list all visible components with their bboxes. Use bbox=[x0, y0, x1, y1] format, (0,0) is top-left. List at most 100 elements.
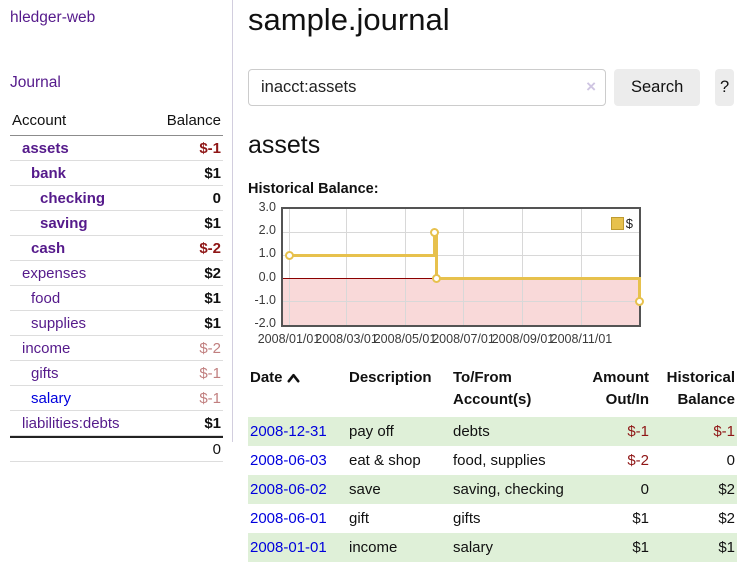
sidebar-account-expenses[interactable]: expenses bbox=[22, 264, 87, 282]
chart-legend: $ bbox=[610, 216, 633, 231]
sidebar-divider bbox=[232, 0, 233, 442]
transaction-date-link[interactable]: 2008-01-01 bbox=[250, 538, 327, 556]
account-balance: $-1 bbox=[199, 364, 221, 382]
transaction-accounts: food, supplies bbox=[453, 451, 546, 469]
sidebar-item-journal[interactable]: Journal bbox=[10, 74, 61, 91]
account-balance: $1 bbox=[204, 289, 221, 307]
historical-balance-label: Historical Balance: bbox=[248, 181, 379, 197]
data-point-marker bbox=[432, 274, 442, 284]
account-balance: $-1 bbox=[199, 389, 221, 407]
series-segment bbox=[637, 277, 641, 304]
transaction-description: save bbox=[349, 480, 381, 498]
sidebar-account-gifts[interactable]: gifts bbox=[31, 364, 59, 382]
register-row: 2008-06-03 eat & shop food, supplies $-2… bbox=[248, 446, 737, 475]
sidebar-account-cash[interactable]: cash bbox=[31, 239, 66, 257]
transaction-accounts: gifts bbox=[453, 509, 481, 527]
gridline-vertical bbox=[522, 209, 524, 325]
help-button[interactable]: ? bbox=[715, 69, 734, 106]
accounts-total-row: 0 bbox=[10, 436, 223, 462]
page-title: sample.journal bbox=[248, 2, 450, 37]
series-segment bbox=[289, 253, 435, 257]
register-header-row: Date Description To/From Account(s) Amou… bbox=[248, 365, 737, 417]
x-axis-tick-label: 2008/03/01 bbox=[315, 332, 378, 346]
transaction-date-link[interactable]: 2008-06-02 bbox=[250, 480, 327, 498]
account-row: liabilities:debts $1 bbox=[10, 411, 223, 436]
data-point-marker bbox=[634, 297, 644, 307]
account-row: assets $-1 bbox=[10, 136, 223, 161]
sidebar-account-income[interactable]: income bbox=[22, 339, 71, 357]
account-row: salary $-1 bbox=[10, 386, 223, 411]
y-axis-tick-label: 0.0 bbox=[258, 269, 276, 284]
search-input[interactable] bbox=[248, 69, 606, 106]
transaction-date-link[interactable]: 2008-06-03 bbox=[250, 451, 327, 469]
sidebar-account-food[interactable]: food bbox=[31, 289, 61, 307]
transaction-description: gift bbox=[349, 509, 370, 527]
historical-balance-chart: $ 3.0 2.0 1.0 0.0 -1.0 -2.0 2008/01/01 2008/03/… bbox=[248, 200, 734, 348]
description-column-header: Description bbox=[349, 369, 432, 386]
gridline-horizontal bbox=[283, 301, 639, 303]
plot-area: $ bbox=[281, 207, 644, 327]
register-row: 2008-06-01 gift gifts $1 $2 bbox=[248, 504, 737, 533]
y-axis-tick-label: -2.0 bbox=[254, 316, 276, 330]
transaction-amount: $1 bbox=[632, 538, 649, 556]
account-row: cash $-2 bbox=[10, 236, 223, 261]
balance-column-header: Historical Balance bbox=[666, 369, 735, 408]
y-axis-tick-label: 2.0 bbox=[258, 223, 276, 238]
transaction-balance: $2 bbox=[718, 509, 735, 527]
transaction-amount: $-1 bbox=[627, 422, 649, 440]
accounts-table-header: Account Balance bbox=[10, 109, 223, 136]
account-row: bank $1 bbox=[10, 161, 223, 186]
accounts-table: Account Balance assets $-1 bank $1 check… bbox=[10, 109, 223, 462]
gridline-vertical bbox=[580, 209, 582, 325]
sidebar-account-assets[interactable]: assets bbox=[22, 139, 69, 157]
legend-swatch-icon bbox=[610, 217, 624, 230]
sidebar-account-liabilities-debts[interactable]: liabilities:debts bbox=[22, 414, 120, 432]
y-axis-tick-label: 3.0 bbox=[258, 200, 276, 214]
data-point-marker bbox=[284, 250, 294, 260]
transaction-description: income bbox=[349, 538, 398, 556]
transaction-amount: 0 bbox=[640, 480, 649, 498]
gridline-vertical bbox=[404, 209, 406, 325]
sidebar-account-saving[interactable]: saving bbox=[40, 214, 88, 232]
account-row: checking 0 bbox=[10, 186, 223, 211]
account-row: saving $1 bbox=[10, 211, 223, 236]
search-button[interactable]: Search bbox=[614, 69, 701, 106]
sidebar-account-supplies[interactable]: supplies bbox=[31, 314, 87, 332]
series-segment bbox=[435, 230, 439, 281]
transaction-accounts: saving, checking bbox=[453, 480, 564, 498]
transaction-amount: $1 bbox=[632, 509, 649, 527]
y-axis-tick-label: -1.0 bbox=[254, 292, 276, 307]
sidebar-account-salary[interactable]: salary bbox=[31, 389, 72, 407]
app-title-link[interactable]: hledger-web bbox=[10, 9, 96, 26]
account-row: income $-2 bbox=[10, 336, 223, 361]
balance-column-header: Balance bbox=[166, 112, 221, 129]
account-balance: 0 bbox=[212, 189, 221, 207]
sidebar-account-checking[interactable]: checking bbox=[40, 189, 106, 207]
account-balance: $-1 bbox=[199, 139, 221, 157]
series-segment bbox=[433, 230, 437, 257]
account-row: food $1 bbox=[10, 286, 223, 311]
transaction-date-link[interactable]: 2008-06-01 bbox=[250, 509, 327, 527]
account-balance: $1 bbox=[204, 414, 221, 432]
main-pane: sample.journal × Search ? assets Histori… bbox=[248, 0, 742, 562]
transaction-balance: $-1 bbox=[713, 422, 735, 440]
x-axis-tick-label: 2008/09/01 bbox=[491, 332, 555, 346]
series-segment bbox=[436, 277, 639, 281]
transaction-description: eat & shop bbox=[349, 451, 421, 469]
transaction-date-link[interactable]: 2008-12-31 bbox=[250, 422, 327, 440]
account-balance: $1 bbox=[204, 164, 221, 182]
sidebar-account-bank[interactable]: bank bbox=[31, 164, 67, 182]
tofrom-column-header: To/From Account(s) bbox=[453, 369, 532, 408]
account-row: supplies $1 bbox=[10, 311, 223, 336]
transaction-balance: $2 bbox=[718, 480, 735, 498]
clear-search-icon[interactable]: × bbox=[586, 77, 596, 96]
x-axis-tick-label: 2008/01/01 bbox=[257, 332, 321, 346]
transaction-balance: 0 bbox=[726, 451, 735, 469]
account-balance: $1 bbox=[204, 314, 221, 332]
transaction-balance: $1 bbox=[718, 538, 735, 556]
account-column-header: Account bbox=[12, 112, 67, 129]
date-column-header[interactable]: Date bbox=[248, 365, 347, 417]
register-table: Date Description To/From Account(s) Amou… bbox=[248, 365, 737, 562]
account-balance: $1 bbox=[204, 214, 221, 232]
account-balance: $2 bbox=[204, 264, 221, 282]
